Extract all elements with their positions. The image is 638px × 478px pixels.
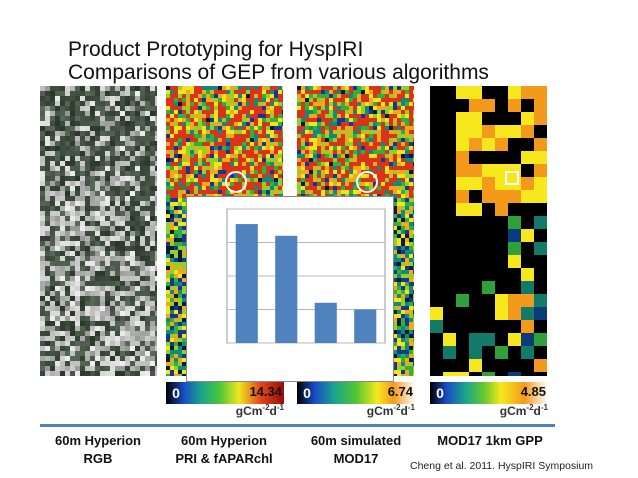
pri-color-ramp xyxy=(166,382,284,404)
title-line-2: Comparisons of GEP from various algorith… xyxy=(68,61,489,84)
section-divider xyxy=(40,424,555,427)
pri-scale-unit: gCm-2d-1 xyxy=(166,403,284,418)
rgb-image-panel xyxy=(40,86,157,376)
unit-exp-2: -1 xyxy=(407,403,415,412)
unit-exp-2: -1 xyxy=(276,403,284,412)
caption-mod17-sim-line-2: MOD17 xyxy=(333,451,379,466)
caption-pri: 60m Hyperion PRI & fAPARchl xyxy=(154,432,294,468)
mod17-1km-gpp-image xyxy=(430,86,547,376)
unit-base: gCm xyxy=(235,404,263,418)
pri-color-scale: 0 14.34 xyxy=(166,382,284,404)
caption-rgb-line-2: RGB xyxy=(83,451,113,466)
rgb-image xyxy=(40,86,157,376)
caption-mod17-1km: MOD17 1km GPP xyxy=(420,432,560,450)
caption-rgb-line-1: 60m Hyperion xyxy=(55,433,141,448)
mod17-1km-image-panel xyxy=(430,86,547,376)
mod17-sim-scale-unit: gCm-2d-1 xyxy=(297,403,415,418)
bar-2 xyxy=(275,235,298,343)
unit-base: gCm xyxy=(499,404,527,418)
mod17-1km-scale-unit: gCm-2d-1 xyxy=(430,403,548,418)
mod17-sim-color-scale: 0 6.74 xyxy=(297,382,415,404)
unit-exp-2: -1 xyxy=(540,403,548,412)
caption-pri-line-2: PRI & fAPARchl xyxy=(175,451,273,466)
caption-rgb: 60m Hyperion RGB xyxy=(28,432,168,468)
unit-exp-1: -2 xyxy=(393,403,401,412)
unit-base: gCm xyxy=(366,404,394,418)
mod17-sim-scale-min: 0 xyxy=(303,385,311,401)
unit-mid: d xyxy=(400,404,408,418)
mod17-1km-color-scale: 0 4.85 xyxy=(430,382,548,404)
mod17-1km-color-ramp xyxy=(430,382,548,404)
slide-title: Product Prototyping for HyspIRI Comparis… xyxy=(68,38,628,84)
unit-exp-1: -2 xyxy=(526,403,534,412)
title-line-1: Product Prototyping for HyspIRI xyxy=(68,38,364,61)
bar-3 xyxy=(314,302,337,343)
mod17-1km-scale-max: 4.85 xyxy=(520,384,546,399)
unit-mid: d xyxy=(269,404,277,418)
bar-chart-plot xyxy=(226,208,386,344)
bar-1 xyxy=(235,224,258,343)
unit-mid: d xyxy=(533,404,541,418)
pri-scale-min: 0 xyxy=(172,385,180,401)
mod17-1km-scale-min: 0 xyxy=(436,385,444,401)
citation: Cheng et al. 2011. HyspIRI Symposium xyxy=(410,460,594,472)
caption-pri-line-1: 60m Hyperion xyxy=(181,433,267,448)
unit-exp-1: -2 xyxy=(262,403,270,412)
caption-mod17-1km-line-1: MOD17 1km GPP xyxy=(437,433,543,448)
mod17-sim-color-ramp xyxy=(297,382,415,404)
mod17-sim-scale-max: 6.74 xyxy=(387,384,413,399)
gep-comparison-bar-chart xyxy=(186,196,394,382)
bar-4 xyxy=(354,309,377,343)
caption-mod17-sim-line-1: 60m simulated xyxy=(310,433,402,448)
pri-scale-max: 14.34 xyxy=(249,384,282,399)
caption-mod17-sim: 60m simulated MOD17 xyxy=(286,432,426,468)
